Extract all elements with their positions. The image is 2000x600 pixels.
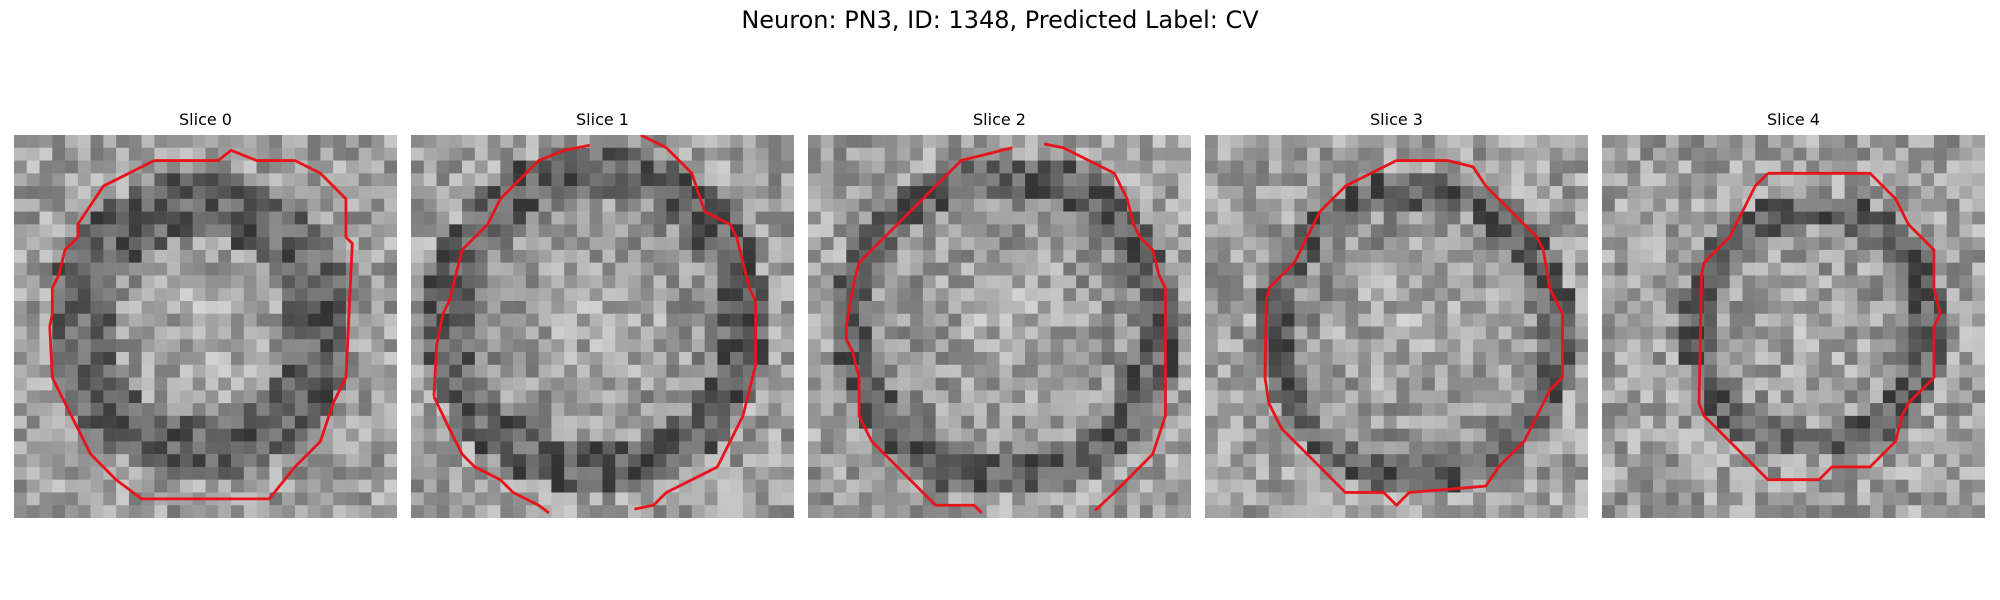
slice-title-4: Slice 4 <box>1602 108 1985 132</box>
slice-panel-0: Slice 0 <box>14 108 397 518</box>
slice-image-3 <box>1205 135 1588 518</box>
slice-title-2: Slice 2 <box>808 108 1191 132</box>
slice-panel-4: Slice 4 <box>1602 108 1985 518</box>
slice-image-0 <box>14 135 397 518</box>
figure-title: Neuron: PN3, ID: 1348, Predicted Label: … <box>0 6 2000 34</box>
slice-panel-3: Slice 3 <box>1205 108 1588 518</box>
slice-panel-1: Slice 1 <box>411 108 794 518</box>
grayscale-pixels-4 <box>1602 135 1985 518</box>
slice-panel-2: Slice 2 <box>808 108 1191 518</box>
slice-title-3: Slice 3 <box>1205 108 1588 132</box>
slice-title-0: Slice 0 <box>14 108 397 132</box>
slice-image-1 <box>411 135 794 518</box>
slice-title-1: Slice 1 <box>411 108 794 132</box>
grayscale-pixels-3 <box>1205 135 1588 518</box>
slice-image-2 <box>808 135 1191 518</box>
slice-image-4 <box>1602 135 1985 518</box>
grayscale-pixels-2 <box>808 135 1191 518</box>
